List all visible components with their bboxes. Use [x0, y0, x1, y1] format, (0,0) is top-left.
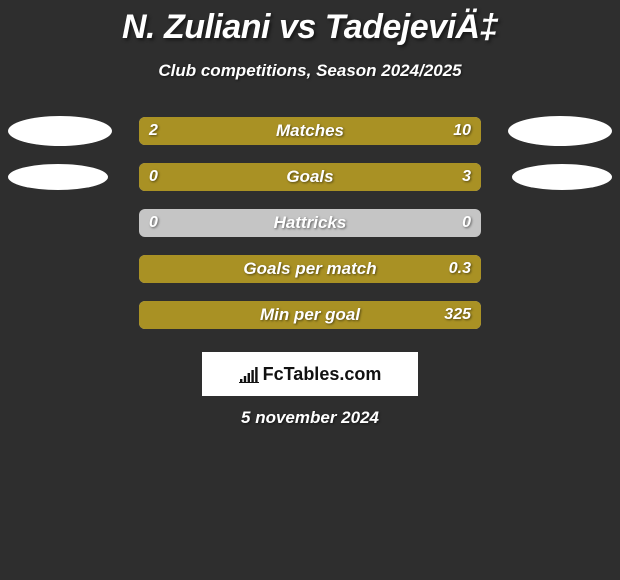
stat-value-right: 3 [462, 168, 471, 186]
stat-bar-fill-left [139, 117, 196, 145]
stat-bar: Goals per match 0.3 [139, 255, 481, 283]
stat-row: 0 Goals 3 [0, 154, 620, 200]
stat-bar: 2 Matches 10 [139, 117, 481, 145]
stat-row: Min per goal 325 [0, 292, 620, 338]
stat-label: Goals [286, 167, 333, 187]
stat-label: Matches [276, 121, 344, 141]
stat-row: 2 Matches 10 [0, 108, 620, 154]
date-label: 5 november 2024 [0, 408, 620, 428]
comparison-card: N. Zuliani vs TadejeviÄ‡ Club competitio… [0, 0, 620, 580]
stat-value-right: 10 [453, 122, 471, 140]
stat-bar: 0 Goals 3 [139, 163, 481, 191]
stat-bar: Min per goal 325 [139, 301, 481, 329]
team-marker-left [8, 116, 112, 146]
stat-row: Goals per match 0.3 [0, 246, 620, 292]
stat-value-left: 2 [149, 122, 158, 140]
page-title: N. Zuliani vs TadejeviÄ‡ [0, 0, 620, 47]
subtitle: Club competitions, Season 2024/2025 [0, 61, 620, 81]
bar-chart-icon [239, 365, 259, 383]
team-marker-left [8, 164, 108, 190]
stat-row: 0 Hattricks 0 [0, 200, 620, 246]
badge-text: FcTables.com [263, 364, 382, 385]
team-marker-right [512, 164, 612, 190]
stat-value-left: 0 [149, 214, 158, 232]
team-marker-right [508, 116, 612, 146]
stat-label: Hattricks [274, 213, 347, 233]
source-badge: FcTables.com [202, 352, 418, 396]
stat-value-right: 325 [444, 306, 471, 324]
stat-label: Goals per match [243, 259, 376, 279]
stat-value-left: 0 [149, 168, 158, 186]
stat-value-right: 0.3 [449, 260, 471, 278]
badge-inner: FcTables.com [239, 364, 382, 385]
stat-value-right: 0 [462, 214, 471, 232]
stat-bar: 0 Hattricks 0 [139, 209, 481, 237]
stat-label: Min per goal [260, 305, 360, 325]
stat-rows: 2 Matches 10 0 Goals 3 0 Hattricks 0 Goals per ma… [0, 108, 620, 338]
